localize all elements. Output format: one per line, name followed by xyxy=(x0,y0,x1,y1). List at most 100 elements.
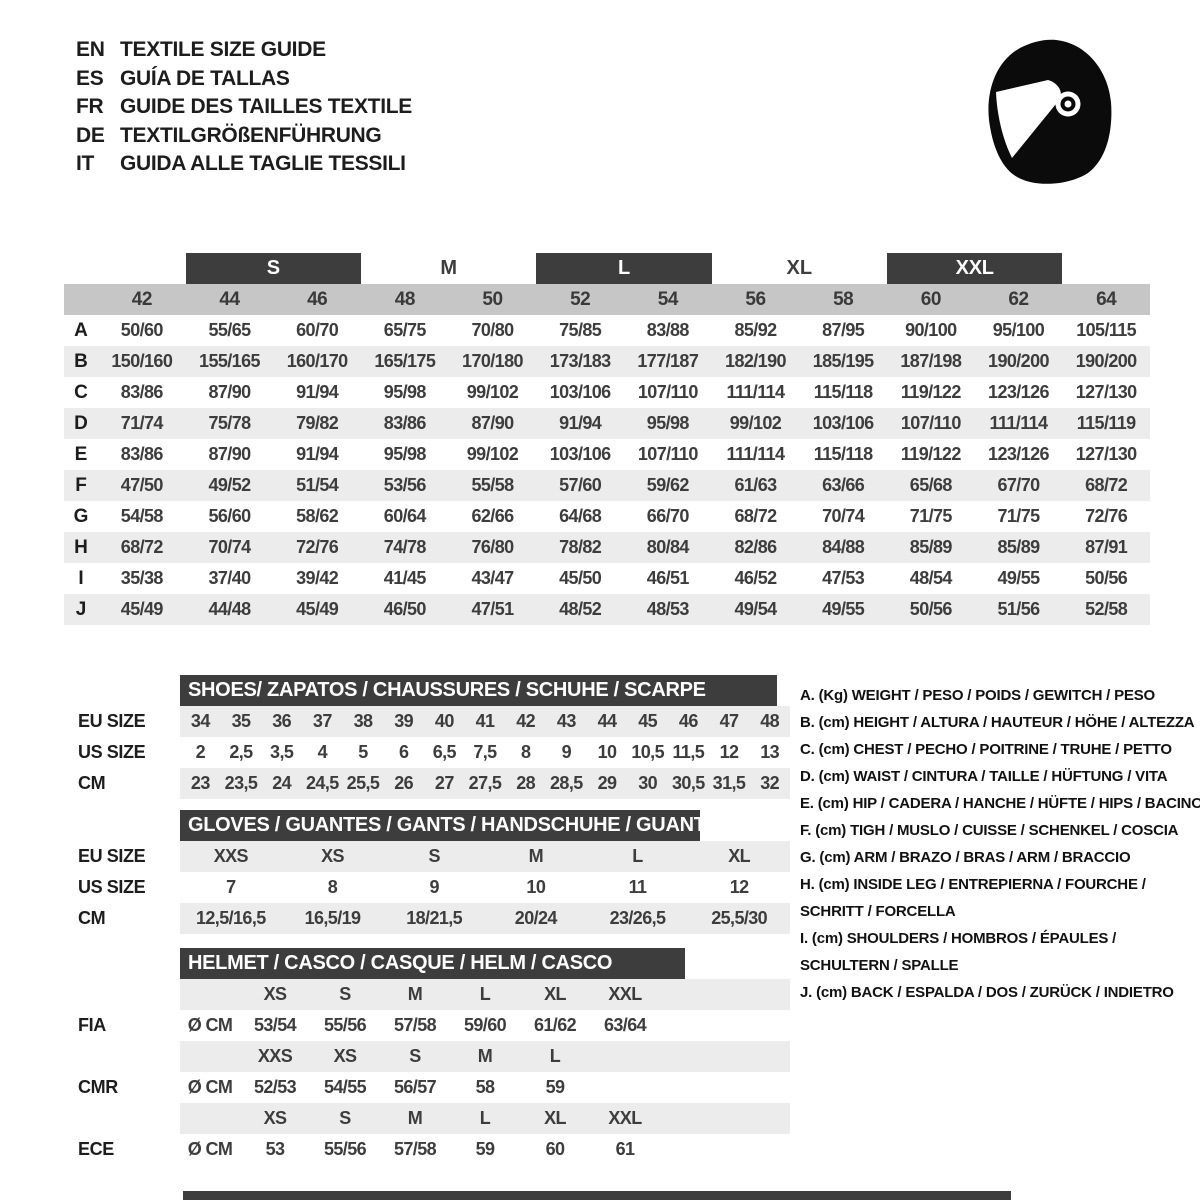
helmet-values-row: FIA Ø CM 53/54 55/56 57/58 59/60 61/62 63/64 xyxy=(64,1010,800,1041)
size-value: 111/114 xyxy=(726,382,785,402)
size-table-row: B 150/160 155/165 160/170 165/175 170/180 173/… xyxy=(64,346,1150,377)
row-values: 12,5/16,5 16,5/19 18/21,5 20/24 23/26,5 25,5/… xyxy=(180,903,790,934)
size-value: 85/89 xyxy=(997,537,1040,557)
size-value: 119/122 xyxy=(900,382,961,402)
size-value: 103/106 xyxy=(812,413,874,433)
helmet-size-label: XL xyxy=(544,1108,566,1128)
language-code: EN xyxy=(76,38,105,61)
size-value: 49/54 xyxy=(734,599,777,619)
value-cell: 27,5 xyxy=(468,773,502,793)
language-titles: EN TEXTILE SIZE GUIDE ES GUÍA DE TALLAS FR GU… xyxy=(76,36,412,179)
helmet-value-cell: 61/62 xyxy=(533,1015,577,1035)
guide-title: TEXTILE SIZE GUIDE xyxy=(120,38,326,61)
helmet-sizes: XXS XS S M L xyxy=(180,1041,790,1072)
helmet-value-cell: 59 xyxy=(545,1077,565,1097)
row-letter: F xyxy=(75,474,87,496)
size-value: 99/102 xyxy=(466,444,519,464)
row-letter: C xyxy=(74,381,88,403)
size-value: 103/106 xyxy=(549,444,611,464)
size-value: 84/88 xyxy=(822,537,865,557)
size-value: 60/64 xyxy=(383,506,427,526)
helmet-sizes-row: XS S M L XL XXL xyxy=(64,979,800,1010)
size-value: 85/92 xyxy=(734,320,777,340)
value-cell: XXS xyxy=(213,846,249,866)
size-value: 72/76 xyxy=(296,537,339,557)
size-value: 85/89 xyxy=(909,537,953,557)
size-value: 105/115 xyxy=(1076,320,1137,340)
size-group-xxl: XXL xyxy=(886,253,1063,284)
value-cell: 9 xyxy=(429,877,439,897)
size-value: 45/49 xyxy=(120,599,164,619)
legend-item: J. (cm) BACK / ESPALDA / DOS / ZURÜCK / … xyxy=(800,984,1174,1001)
size-value: 65/75 xyxy=(383,320,427,340)
value-cell: 28 xyxy=(516,773,536,793)
size-value: 107/110 xyxy=(637,382,698,402)
legend-item: G. (cm) ARM / BRAZO / BRAS / ARM / BRACC… xyxy=(800,849,1131,866)
value-cell: 23,5 xyxy=(224,773,258,793)
size-value: 155/165 xyxy=(199,351,260,371)
size-value: 46/50 xyxy=(383,599,427,619)
size-column-label: 64 xyxy=(1096,288,1117,310)
helmet-rows: XS S M L XL XXL FIA Ø CM 53/54 55/56 57/58 59/60 61/… xyxy=(64,979,800,1165)
size-value: 79/82 xyxy=(296,413,339,433)
helmet-values: Ø CM 52/53 54/55 56/57 58 59 xyxy=(180,1072,790,1103)
size-table-row: J 45/49 44/48 45/49 46/50 47/51 48/52 48/53 49/5… xyxy=(64,594,1150,625)
language-code: FR xyxy=(76,95,104,118)
row-values: 2 2,5 3,5 4 5 6 6,5 7,5 8 9 10 10,5 11,5 12 13 xyxy=(180,737,790,768)
guide-title: GUIDE DES TAILLES TEXTILE xyxy=(120,95,412,118)
size-value: 173/183 xyxy=(549,351,611,371)
size-value: 53/56 xyxy=(383,475,427,495)
size-value: 123/126 xyxy=(988,382,1049,402)
size-group-m: M xyxy=(440,257,457,279)
value-cell: 43 xyxy=(556,711,576,731)
size-value: 57/60 xyxy=(559,475,602,495)
size-table-rows: A 50/60 55/65 60/70 65/75 70/80 75/85 83/88 85/9… xyxy=(64,315,1150,625)
value-cell: 39 xyxy=(394,711,414,731)
helmet-size-label: S xyxy=(339,984,351,1004)
size-value: 46/51 xyxy=(646,568,690,588)
helmet-value-cell: 61 xyxy=(615,1139,635,1159)
legend-item: B. (cm) HEIGHT / ALTURA / HAUTEUR / HÖHE… xyxy=(800,714,1195,731)
legend-item: D. (cm) WAIST / CINTURA / TAILLE / HÜFTU… xyxy=(800,768,1168,785)
guide-title: TEXTILGRÖßENFÜHRUNG xyxy=(120,123,382,147)
helmet-value-cell: 63/64 xyxy=(603,1015,647,1035)
helmet-header: HELMET / CASCO / CASQUE / HELM / CASCO xyxy=(180,948,685,979)
size-value: 127/130 xyxy=(1075,444,1137,464)
size-value: 91/94 xyxy=(296,444,339,464)
size-value: 95/98 xyxy=(383,382,427,402)
side-label: US SIZE xyxy=(78,877,146,897)
value-cell: S xyxy=(428,846,440,866)
value-cell: 44 xyxy=(597,711,617,731)
value-cell: 38 xyxy=(353,711,373,731)
helmet-value-cell: 59 xyxy=(475,1139,495,1159)
size-value: 50/56 xyxy=(1085,568,1128,588)
row-letter: B xyxy=(74,350,88,372)
size-value: 41/45 xyxy=(383,568,427,588)
size-value: 49/52 xyxy=(208,475,251,495)
helmet-value-cell: 58 xyxy=(475,1077,495,1097)
helmet-size-label: L xyxy=(549,1046,561,1066)
size-value: 78/82 xyxy=(559,537,602,557)
size-value: 111/114 xyxy=(726,444,785,464)
value-cell: 12,5/16,5 xyxy=(195,908,266,928)
size-value: 62/66 xyxy=(471,506,514,526)
size-value: 83/86 xyxy=(383,413,427,433)
value-cell: 34 xyxy=(190,711,210,731)
value-cell: 25,5 xyxy=(346,773,380,793)
size-value: 64/68 xyxy=(559,506,602,526)
size-table-row: I 35/38 37/40 39/42 41/45 43/47 45/50 46/51 46/5… xyxy=(64,563,1150,594)
legend-item: E. (cm) HIP / CADERA / HANCHE / HÜFTE / … xyxy=(800,795,1200,812)
side-label xyxy=(64,1041,180,1072)
helmet-value-cell: 55/56 xyxy=(323,1139,367,1159)
helmet-size-label: XS xyxy=(263,984,287,1004)
value-cell: 31,5 xyxy=(712,773,746,793)
helmet-size-label: S xyxy=(409,1046,421,1066)
size-columns-band: 42 44 46 48 50 52 54 56 58 60 62 64 xyxy=(64,284,1150,315)
side-label: CM xyxy=(78,908,106,928)
helmet-value-cell: 55/56 xyxy=(323,1015,367,1035)
row-values: XXS XS S M L XL xyxy=(180,841,790,872)
value-cell: 18/21,5 xyxy=(406,908,463,928)
value-cell: 12 xyxy=(729,877,749,897)
gloves-row: US SIZE 7 8 9 10 11 12 xyxy=(64,872,800,903)
guide-title: GUIDA ALLE TAGLIE TESSILI xyxy=(120,152,406,175)
